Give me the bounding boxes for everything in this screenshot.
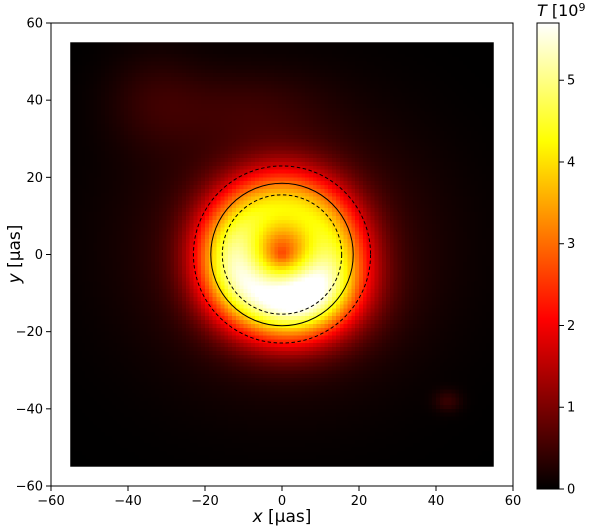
temperature-heatmap-image <box>70 42 494 467</box>
x-tick-label: 60 <box>505 494 522 509</box>
x-tick-label: −60 <box>37 494 64 509</box>
dashed-ring-circle <box>221 194 343 315</box>
colorbar-tick-label: 2 <box>567 319 575 334</box>
colorbar-tick-label: 1 <box>567 401 575 416</box>
y-tick-label: 60 <box>26 17 43 32</box>
x-tick-label: 0 <box>278 494 286 509</box>
y-tick-label: −40 <box>16 402 43 417</box>
colorbar <box>536 22 560 490</box>
y-axis: −60 −40 −20 0 20 40 60 <box>16 17 51 495</box>
y-tick-label: 20 <box>26 171 43 186</box>
y-axis-label: y [μas] <box>5 225 25 285</box>
y-tick-label: 0 <box>35 248 43 263</box>
dashed-ring-circle <box>192 165 372 344</box>
colorbar-title: T [109 K] <box>537 1 590 20</box>
y-tick-label: −60 <box>16 480 43 495</box>
y-tick-label: 40 <box>26 94 43 109</box>
overlay-circles <box>192 165 372 344</box>
x-tick-label: −40 <box>114 494 141 509</box>
colorbar-tick-label: 0 <box>567 483 575 498</box>
colorbar-tick-label: 3 <box>567 237 575 252</box>
colorbar-tick-label: 4 <box>567 155 575 170</box>
x-tick-label: 20 <box>351 494 368 509</box>
solid-ring-circle <box>210 182 354 327</box>
x-axis-label: x [μas] <box>252 507 312 527</box>
y-tick-label: −20 <box>16 325 43 340</box>
heatmap-layer <box>70 42 494 467</box>
x-tick-label: 40 <box>428 494 445 509</box>
x-axis: −60 −40 −20 0 20 40 60 <box>37 486 521 509</box>
x-tick-label: −20 <box>191 494 218 509</box>
colorbar-tick-label: 5 <box>567 74 575 89</box>
colorbar-axis: 0 1 2 3 4 5 <box>559 74 575 498</box>
